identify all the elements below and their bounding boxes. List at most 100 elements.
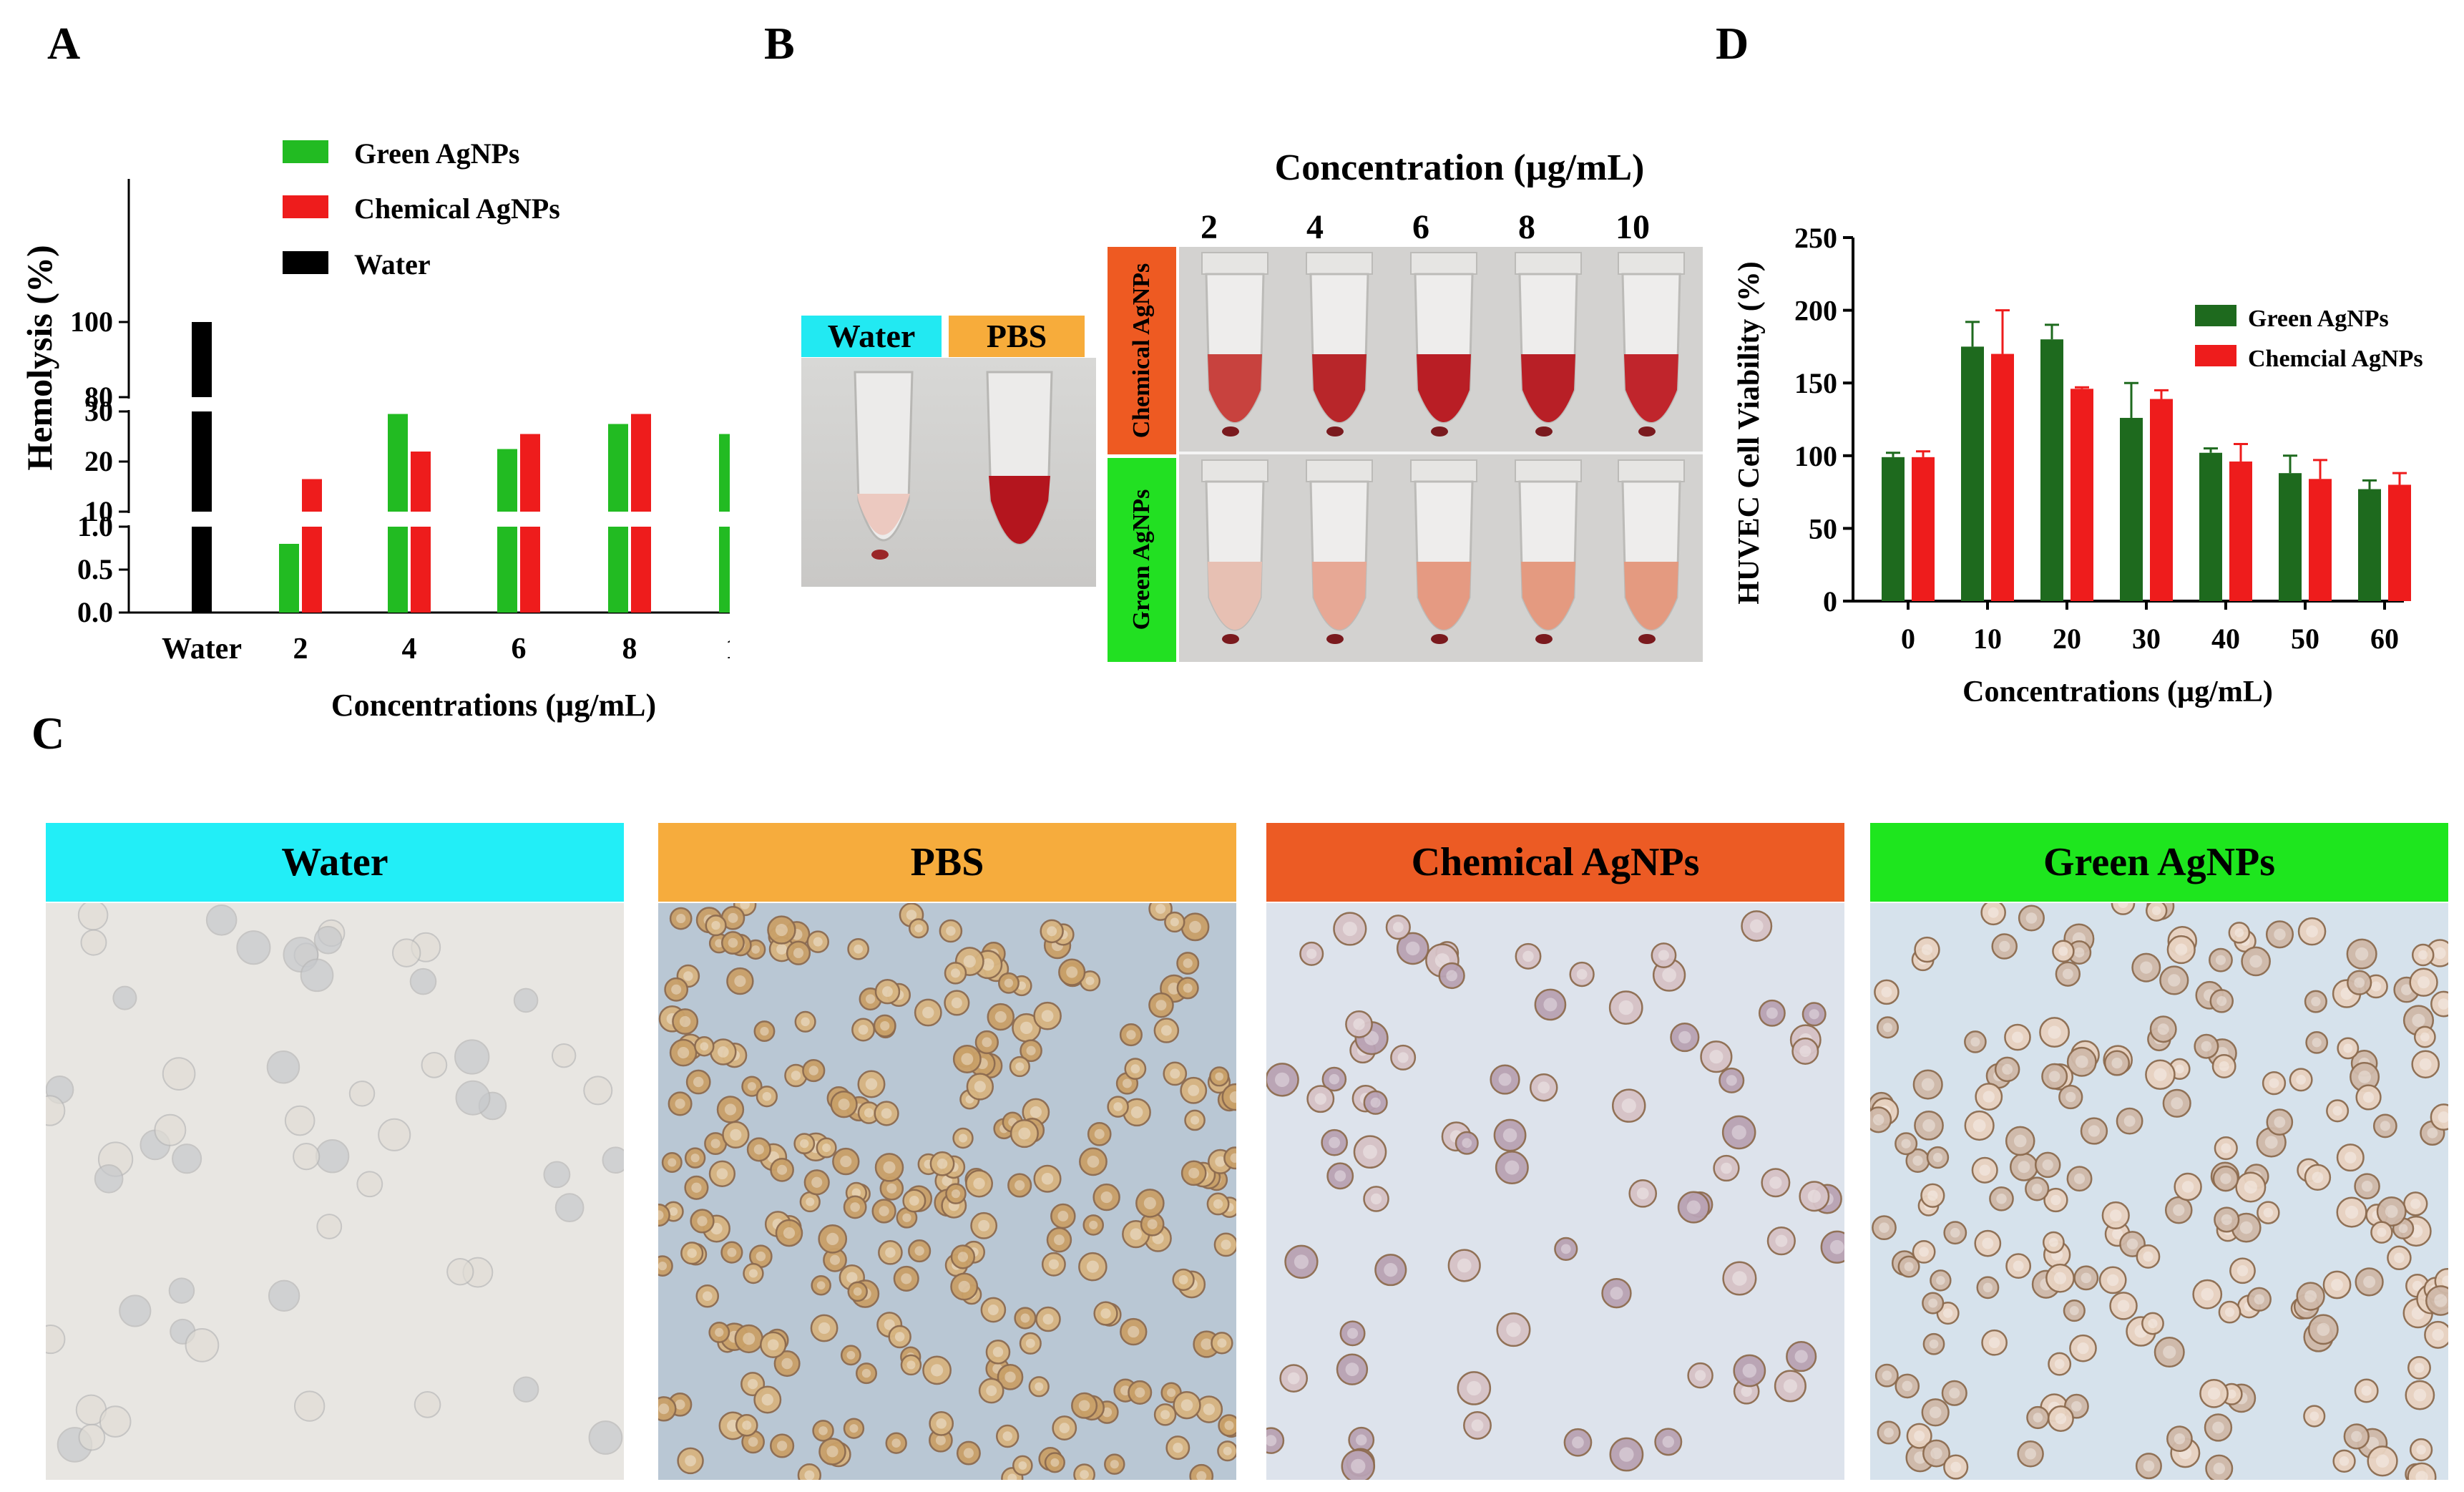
blood-cell (995, 1424, 1020, 1448)
blood-cell (1495, 1151, 1529, 1185)
axis-break (122, 513, 136, 525)
blood-cell (1009, 1055, 1030, 1078)
blood-cell (929, 1151, 955, 1176)
blood-cell (1943, 1454, 1969, 1480)
blood-cell (1534, 988, 1567, 1021)
blood-cell (1895, 1373, 1920, 1399)
viability-bar (1991, 354, 2014, 601)
micrograph-header: Chemical AgNPs (1266, 823, 1844, 902)
blood-cell (1563, 1428, 1593, 1457)
blood-cell (1374, 1254, 1407, 1287)
blood-cell (1223, 1146, 1236, 1170)
blood-cell (1713, 1154, 1740, 1182)
hemolysis-y-tick-label: 10 (84, 495, 113, 527)
pbs-tube-label: PBS (949, 316, 1085, 357)
blood-cell (2332, 1449, 2356, 1473)
micrograph-header: PBS (658, 823, 1236, 902)
blood-cell (1651, 942, 1677, 968)
blood-cell (602, 1146, 624, 1174)
blood-cell (1926, 1146, 1950, 1169)
blood-cell (806, 930, 829, 953)
blood-cell (1044, 1452, 1065, 1473)
blood-cell (2162, 1088, 2191, 1118)
blood-cell (1206, 1192, 1230, 1216)
viability-y-label: HUVEC Cell Viability (%) (1733, 261, 1766, 605)
blood-cell (2159, 965, 2189, 995)
blood-cell (770, 1157, 794, 1182)
blood-cell (1035, 1306, 1061, 1332)
blood-cell (944, 962, 967, 985)
blood-cell (1870, 1106, 1892, 1133)
blood-cell (2041, 1063, 2068, 1090)
blood-cell (741, 1076, 763, 1097)
blood-cell (1073, 1463, 1095, 1480)
blood-cell (2080, 1117, 2108, 1145)
blood-cell (1897, 1255, 1920, 1278)
blood-cell (2326, 1099, 2350, 1123)
micrograph-header: Green AgNPs (1870, 823, 2448, 902)
viability-y-tick-label: 250 (1794, 222, 1837, 254)
blood-cell (1107, 1096, 1129, 1118)
chemical-tube (1618, 252, 1685, 437)
blood-cell (685, 1069, 711, 1095)
blood-cell (950, 1244, 976, 1269)
blood-cell (1493, 1118, 1527, 1152)
blood-cell (2336, 1196, 2367, 1228)
hemolysis-bar (520, 434, 540, 512)
blood-cell (1463, 1410, 1492, 1440)
blood-cell (1941, 1380, 1967, 1406)
blood-cell (1741, 910, 1773, 942)
blood-cell (2199, 1378, 2229, 1408)
blood-cell (2305, 1031, 2329, 1054)
blood-cell (1761, 1168, 1791, 1198)
blood-cell (1922, 1332, 1945, 1355)
legend-swatch (2195, 345, 2236, 366)
blood-cell (2052, 940, 2075, 962)
viability-bar (1882, 457, 1905, 601)
blood-cell (554, 1193, 585, 1223)
viability-bar (2309, 479, 2332, 601)
blood-cell (1569, 961, 1595, 988)
hemolysis-y-label: Hemolysis (%) (19, 245, 59, 470)
blood-cell (2218, 1300, 2241, 1324)
blood-cell (985, 1340, 1011, 1365)
blood-cell (1299, 941, 1324, 966)
hemolysis-bar (192, 411, 212, 512)
legend-swatch (283, 140, 328, 163)
blood-cell (878, 1240, 903, 1265)
legend-swatch (283, 251, 328, 274)
viability-bar (2120, 417, 2143, 601)
blood-cell (1153, 1018, 1180, 1043)
blood-cell (843, 1418, 865, 1439)
blood-cell (316, 1214, 343, 1239)
blood-cell (1014, 1307, 1037, 1330)
blood-cell (2303, 1405, 2326, 1428)
blood-cell (2336, 1144, 2365, 1172)
blood-cell (1279, 1364, 1309, 1393)
blood-cell (2042, 1231, 2065, 1254)
blood-cell (2413, 1025, 2436, 1048)
viability-x-tick-label: 10 (1973, 623, 2002, 655)
hemolysis-x-tick-label: Water (162, 633, 242, 665)
blood-cell (154, 1113, 187, 1146)
blood-cell (2209, 989, 2234, 1013)
blood-cell (726, 967, 754, 995)
blood-cell (843, 1195, 867, 1219)
blood-cell (2229, 1257, 2256, 1284)
blood-cell (1733, 1354, 1766, 1388)
blood-cell (1438, 962, 1465, 990)
blood-cell (2214, 1136, 2238, 1161)
blood-cell (818, 1438, 846, 1466)
blood-cell (1872, 1215, 1897, 1241)
blood-cell (1050, 1203, 1076, 1229)
blood-cell (2304, 990, 2327, 1013)
blood-cell (1189, 1463, 1214, 1480)
blood-cell (2241, 946, 2271, 977)
blood-cell (588, 1420, 623, 1455)
blood-cell (2145, 1059, 2176, 1091)
blood-cell (893, 1265, 919, 1292)
green-tube (1618, 459, 1685, 644)
green-tube (1410, 459, 1477, 644)
blood-cell (2066, 1046, 2097, 1077)
chemical-tube (1306, 252, 1373, 437)
